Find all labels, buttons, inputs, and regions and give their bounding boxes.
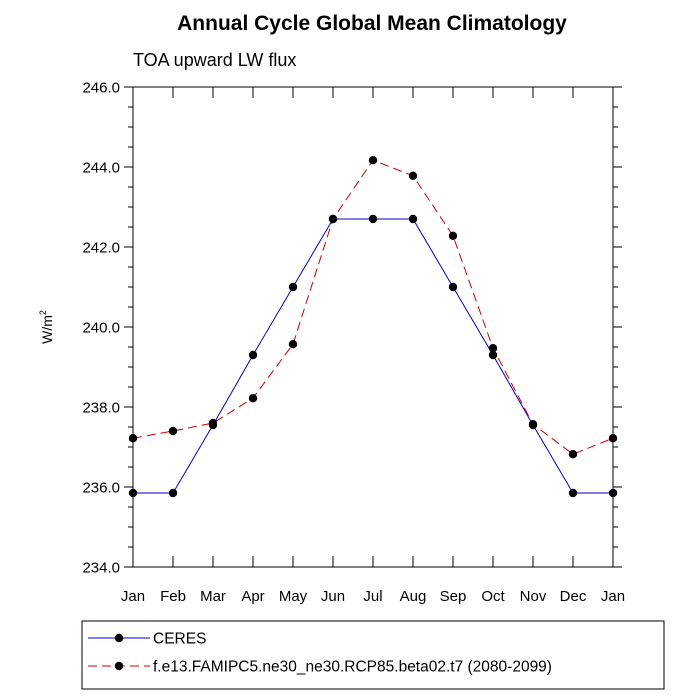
legend: CERES f.e13.FAMIPC5.ne30_ne30.RCP85.beta0… bbox=[88, 631, 552, 676]
series-1-point bbox=[568, 488, 578, 498]
y-axis-label-text: W/m bbox=[39, 315, 55, 344]
series-2-point bbox=[448, 231, 458, 240]
series-2-point bbox=[368, 156, 378, 165]
x-tick-label: Dec bbox=[560, 588, 587, 605]
series-line-1 bbox=[133, 218, 613, 494]
series-layer bbox=[128, 156, 618, 498]
legend-label-1: CERES bbox=[153, 631, 206, 648]
series-1-point bbox=[408, 214, 418, 224]
x-tick-label: Jun bbox=[321, 588, 345, 605]
series-2-point bbox=[208, 418, 218, 428]
y-axis-label: W/m2 bbox=[38, 310, 55, 344]
y-axis-label-superscript: 2 bbox=[38, 310, 48, 315]
y-tick-label: 240.0 bbox=[82, 320, 120, 337]
series-2-point bbox=[168, 426, 178, 436]
x-tick-label: May bbox=[279, 588, 308, 605]
y-tick-label: 238.0 bbox=[82, 400, 120, 417]
chart-title: Annual Cycle Global Mean Climatology bbox=[177, 12, 567, 35]
x-tick-label: Nov bbox=[520, 588, 547, 605]
x-tick-label: Jul bbox=[363, 588, 382, 605]
legend-marker-1 bbox=[114, 633, 124, 643]
x-tick-label: Oct bbox=[481, 588, 505, 605]
series-2-point bbox=[528, 420, 538, 429]
y-tick-label: 242.0 bbox=[82, 240, 120, 257]
series-2-point bbox=[248, 394, 258, 403]
series-1-point bbox=[168, 488, 178, 498]
series-2-point bbox=[408, 171, 418, 180]
series-2-point bbox=[568, 450, 578, 459]
series-1-point bbox=[368, 214, 378, 224]
x-tick-label: Mar bbox=[200, 588, 226, 605]
y-tick-label: 244.0 bbox=[82, 160, 120, 177]
x-tick-label: Jan bbox=[601, 588, 625, 605]
series-2-point bbox=[488, 344, 498, 353]
series-1-point bbox=[248, 350, 258, 360]
x-tick-label: Feb bbox=[160, 588, 186, 605]
chart-subtitle: TOA upward LW flux bbox=[133, 50, 296, 70]
legend-box bbox=[81, 620, 665, 690]
tick-labels: Jan Feb Mar Apr May Jun Jul Aug Sep Oct Nov Dec Jan2… bbox=[82, 80, 625, 606]
axis-ticks bbox=[124, 86, 622, 568]
series-1-point bbox=[288, 282, 298, 292]
x-tick-label: Apr bbox=[241, 588, 264, 605]
x-tick-label: Aug bbox=[400, 588, 427, 605]
svg-text:W/m2: W/m2 bbox=[38, 310, 55, 344]
series-line-2 bbox=[132, 159, 614, 455]
legend-label-2: f.e13.FAMIPC5.ne30_ne30.RCP85.beta02.t7 … bbox=[153, 659, 552, 676]
y-tick-label: 236.0 bbox=[82, 480, 120, 497]
series-1-point bbox=[448, 282, 458, 292]
legend-marker-2 bbox=[114, 661, 124, 671]
series-2-point bbox=[328, 214, 338, 224]
series-2-point bbox=[288, 340, 298, 349]
x-tick-label: Jan bbox=[121, 588, 145, 605]
x-tick-label: Sep bbox=[440, 588, 467, 605]
series-1-point bbox=[488, 350, 498, 360]
y-tick-label: 246.0 bbox=[82, 80, 120, 97]
plot-frame bbox=[132, 86, 614, 568]
y-tick-label: 234.0 bbox=[82, 560, 120, 577]
